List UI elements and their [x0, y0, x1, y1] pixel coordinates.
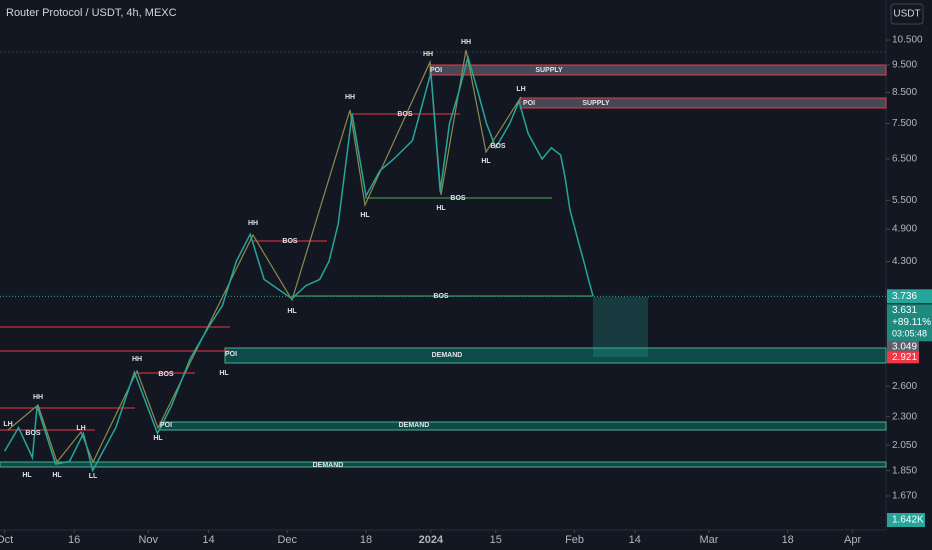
annotation: HL: [219, 370, 229, 377]
zones: [0, 49, 887, 468]
annotation: HH: [461, 39, 471, 46]
y-tick-label: 6.500: [892, 154, 917, 165]
annotation: HL: [481, 158, 491, 165]
price-line: [3, 54, 594, 473]
annotation: BOS: [25, 430, 41, 437]
annotation: BOS: [433, 293, 449, 300]
volume-badge: [887, 513, 925, 527]
annotation: DEMAND: [432, 352, 463, 359]
price-change: +89.11%: [892, 317, 931, 328]
x-tick-label: 15: [490, 534, 502, 546]
x-tick-label: Dec: [277, 534, 297, 546]
current-price-badge: [887, 304, 932, 342]
annotation: HH: [423, 51, 433, 58]
annotation: SUPPLY: [582, 100, 610, 107]
y-tick-label: 2.600: [892, 381, 917, 392]
annotation: LH: [516, 86, 525, 93]
annotation: BOS: [282, 238, 298, 245]
level-low-badge: [887, 351, 919, 364]
y-tick-label: 2.300: [892, 411, 917, 422]
annotation: HL: [22, 472, 32, 479]
level-high-badge: [887, 340, 919, 353]
y-tick-label: 4.900: [892, 224, 917, 235]
annotation: POI: [225, 351, 237, 358]
annotation: HH: [132, 356, 142, 363]
x-tick-label: 2024: [419, 534, 444, 546]
volume-label: 1.642K: [892, 515, 924, 526]
annotation: HL: [153, 435, 163, 442]
y-tick-label: 7.500: [892, 118, 917, 129]
last-price: 3.736: [892, 291, 917, 302]
last-price-badge: [887, 289, 932, 304]
annotation: BOS: [490, 143, 506, 150]
x-tick-label: Feb: [565, 534, 584, 546]
supply-zone: [429, 64, 887, 76]
annotation: LH: [3, 421, 12, 428]
annotation: HL: [436, 205, 446, 212]
y-tick-label: 9.500: [892, 60, 917, 71]
countdown: 03:05:48: [892, 329, 927, 339]
annotation: HH: [33, 394, 43, 401]
x-tick-label: Mar: [699, 534, 718, 546]
projection-box: [593, 297, 648, 357]
annotation: BOS: [397, 111, 413, 118]
annotation: DEMAND: [313, 462, 344, 469]
currency-box[interactable]: [890, 3, 924, 25]
y-tick-label: 2.050: [892, 440, 917, 451]
x-tick-label: Apr: [844, 534, 861, 546]
currency[interactable]: USDT: [893, 9, 920, 20]
y-tick-label: 10.500: [892, 35, 923, 46]
annotation: BOS: [450, 195, 466, 202]
y-tick-label: 1.850: [892, 465, 917, 476]
annotation: POI: [160, 422, 172, 429]
x-tick-label: 14: [202, 534, 214, 546]
annotation: HL: [287, 308, 297, 315]
zigzag: [7, 49, 522, 464]
annotation: HH: [248, 220, 258, 227]
annotation: LL: [89, 473, 98, 480]
annotation: HL: [360, 212, 370, 219]
x-tick-label: 18: [782, 534, 794, 546]
annotation: LH: [76, 425, 85, 432]
level-low: 2.921: [892, 352, 917, 363]
y-tick-label: 1.670: [892, 491, 917, 502]
annotation: POI: [523, 100, 535, 107]
level-high: 3.049: [892, 341, 917, 352]
x-tick-label: Nov: [138, 534, 158, 546]
x-tick-label: Oct: [0, 534, 13, 546]
annotation: POI: [430, 67, 442, 74]
annotation: HH: [345, 94, 355, 101]
x-tick-label: 14: [629, 534, 641, 546]
demand-zone: [159, 421, 887, 431]
current-price: 3.631: [892, 305, 917, 316]
demand-zone: [224, 347, 887, 364]
supply-zone: [519, 97, 887, 109]
y-tick-label: 4.300: [892, 256, 917, 267]
y-tick-label: 5.500: [892, 195, 917, 206]
annotation: SUPPLY: [535, 67, 563, 74]
annotation: HL: [52, 472, 62, 479]
y-tick-label: 8.500: [892, 87, 917, 98]
x-tick-label: 18: [360, 534, 372, 546]
demand-zone: [0, 461, 887, 468]
annotation: BOS: [158, 371, 174, 378]
annotation: DEMAND: [399, 422, 430, 429]
x-tick-label: 16: [68, 534, 80, 546]
chart-title: Router Protocol / USDT, 4h, MEXC: [6, 7, 177, 19]
